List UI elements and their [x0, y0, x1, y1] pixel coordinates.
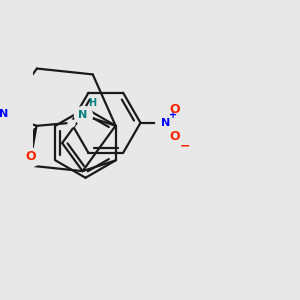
Text: −: −	[179, 140, 190, 153]
Text: N: N	[161, 118, 170, 128]
Text: O: O	[170, 103, 180, 116]
Text: N: N	[78, 110, 87, 120]
Text: +: +	[169, 110, 177, 120]
Text: O: O	[170, 130, 180, 143]
Text: H: H	[88, 98, 96, 108]
Text: O: O	[26, 150, 36, 163]
Text: N: N	[0, 109, 8, 119]
